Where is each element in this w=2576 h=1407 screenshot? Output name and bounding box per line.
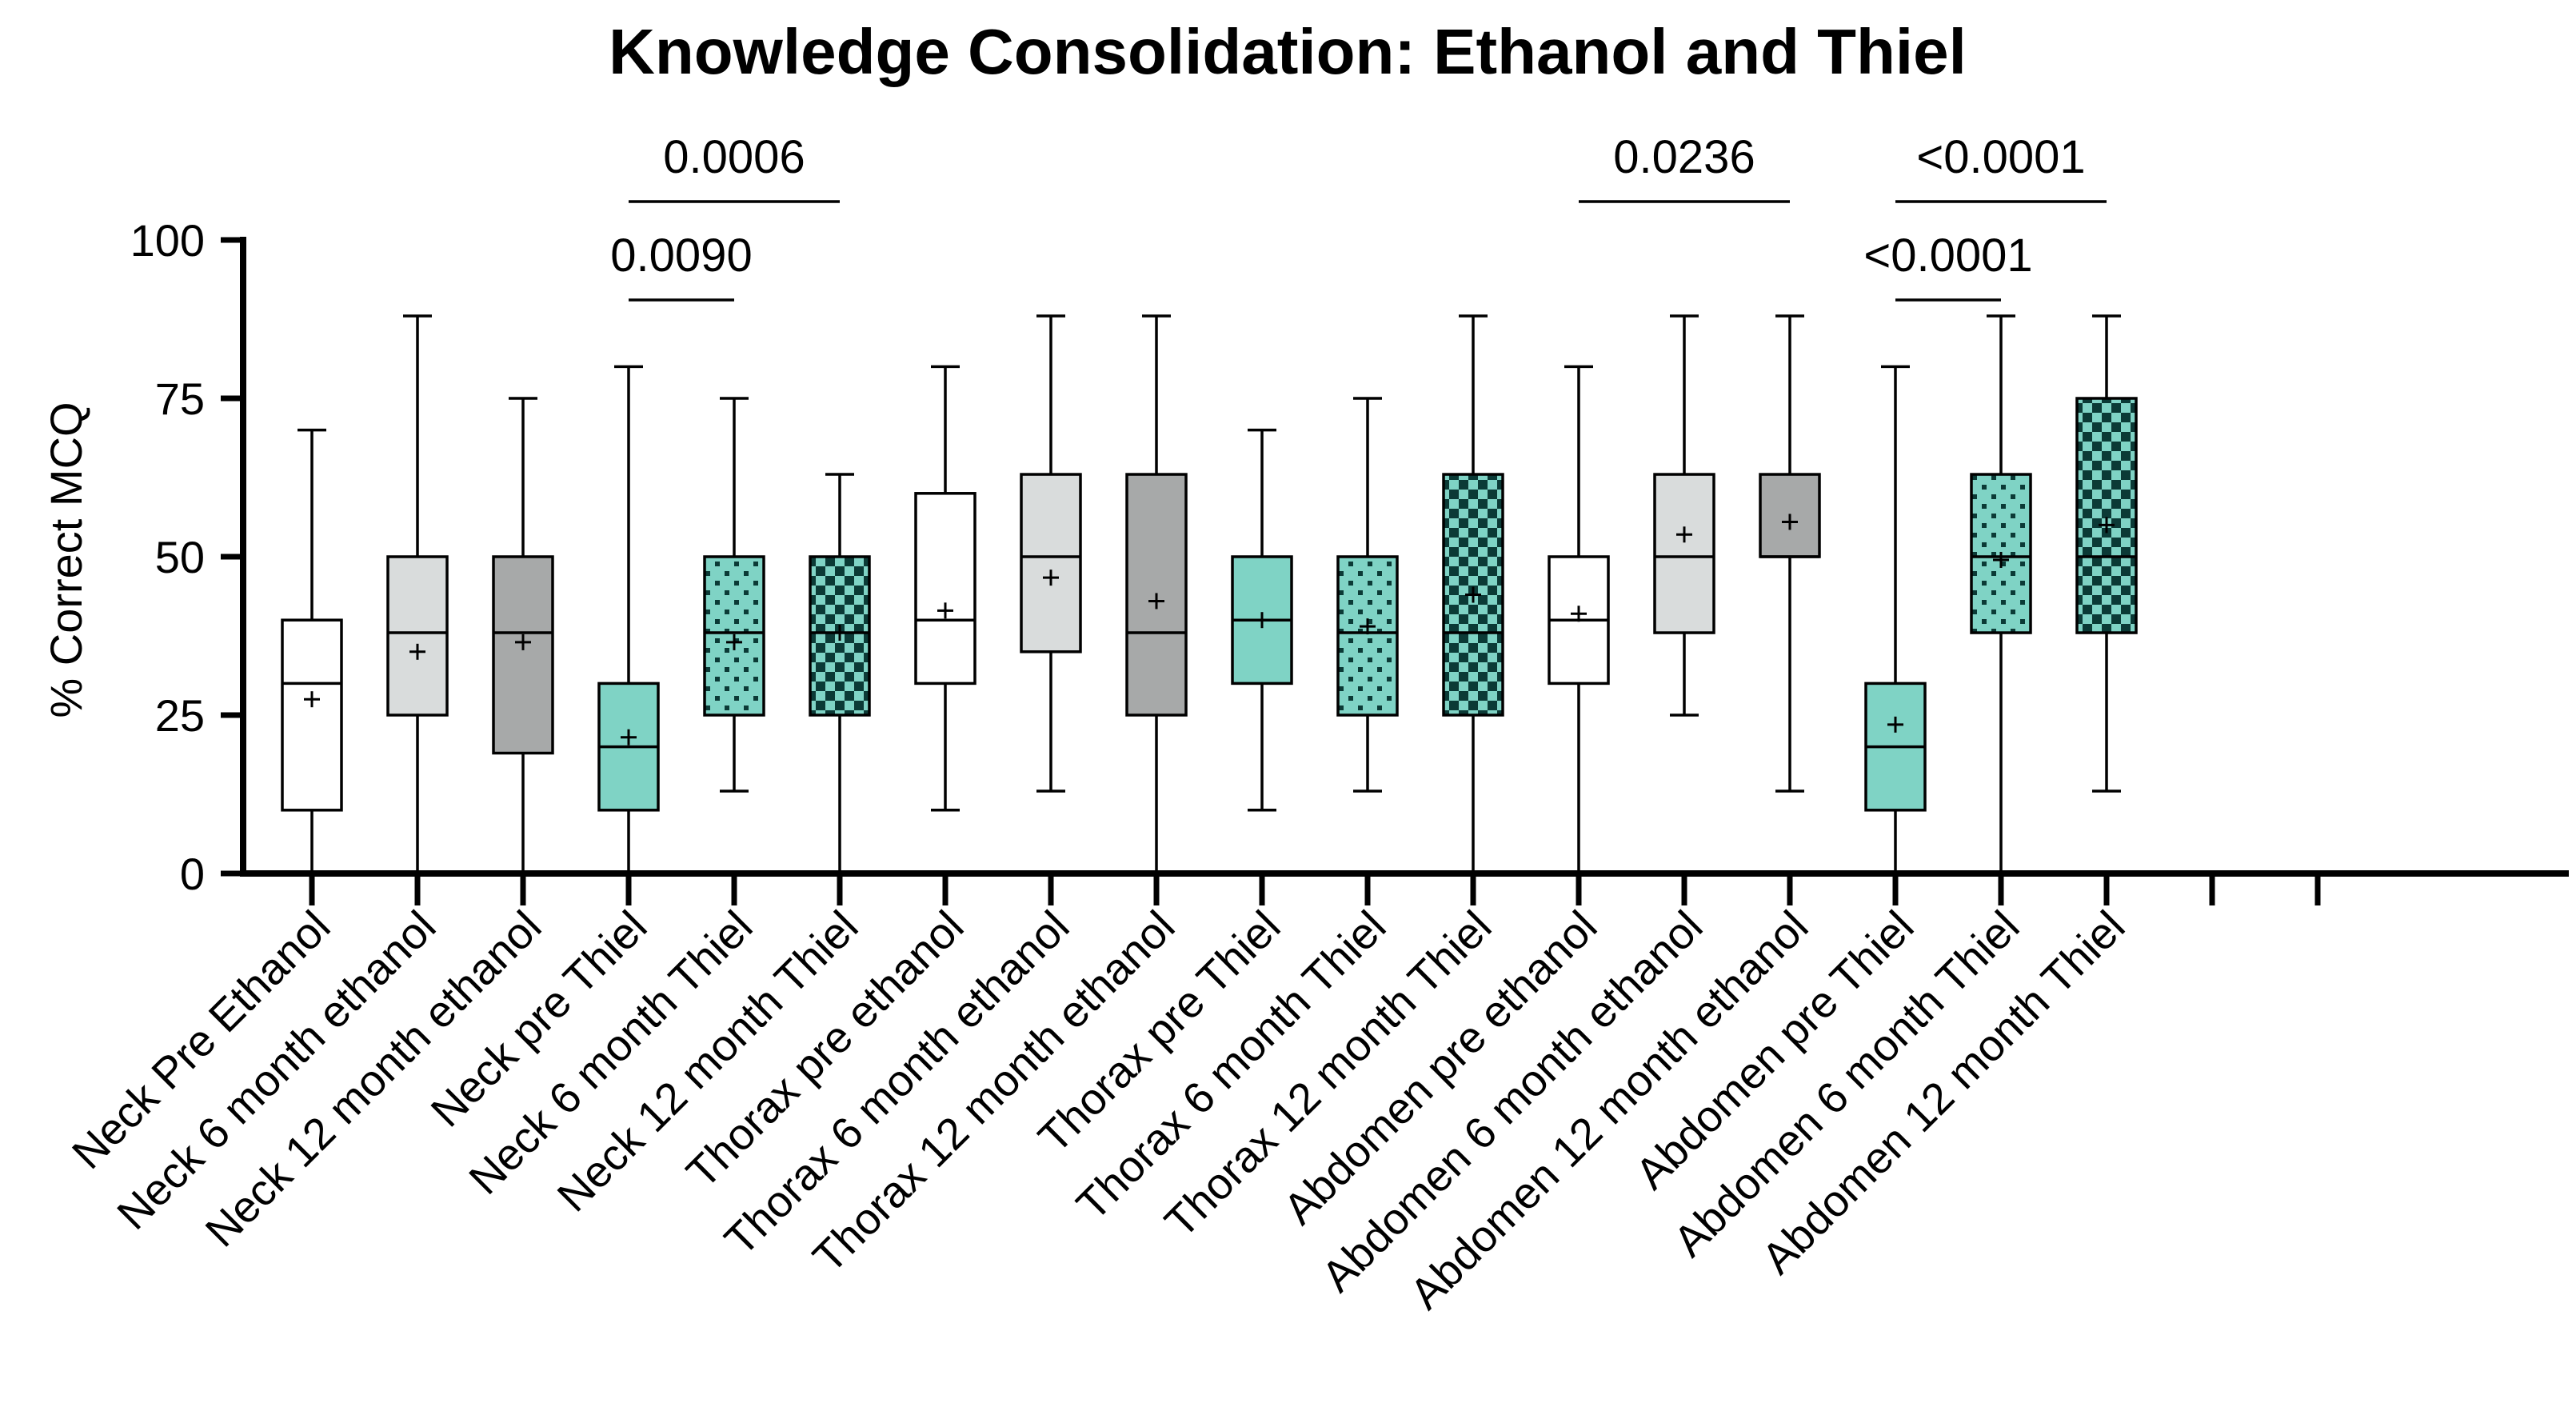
- interquartile-box: [1020, 473, 1082, 654]
- interquartile-box: [1442, 473, 1504, 717]
- p-value-label: <0.0001: [1863, 230, 2032, 282]
- box-plot-group: [1653, 314, 1715, 717]
- interquartile-box: [914, 492, 976, 686]
- box-plot-group: [492, 397, 554, 875]
- box-plot-group: [1125, 314, 1188, 875]
- interquartile-box: [386, 555, 449, 717]
- box-plot-group: [1548, 365, 1610, 875]
- box-plot-group: [2075, 314, 2138, 793]
- p-value-label: 0.0006: [663, 131, 805, 183]
- y-tick-label: 0: [180, 849, 205, 899]
- box-plot-group: [386, 314, 449, 875]
- box-plot-group: [1864, 365, 1927, 875]
- box-plot-group: [597, 365, 660, 875]
- box-plot-group: [809, 473, 871, 875]
- box-plot-group: [1336, 397, 1399, 793]
- significance-annotations: 0.0090 0.0006 0.0236 <0.0001 <0.0001: [610, 131, 2107, 302]
- interquartile-box: [1653, 473, 1715, 634]
- y-tick-label: 75: [155, 374, 205, 424]
- axes: [240, 237, 2569, 877]
- y-tick-label: 100: [130, 215, 205, 266]
- box-plot-group: [703, 397, 765, 793]
- chart-title: Knowledge Consolidation: Ethanol and Thi…: [609, 16, 1967, 87]
- box-plot-group: [914, 365, 976, 812]
- box-plot-group: [1231, 428, 1293, 812]
- x-axis-ticks: [309, 873, 2321, 905]
- interquartile-box: [492, 555, 554, 755]
- box-series: [281, 314, 2138, 875]
- y-tick-label: 25: [155, 690, 205, 741]
- box-plot-group: [281, 428, 343, 875]
- box-plot-group: [1020, 314, 1082, 793]
- p-value-label: 0.0236: [1613, 131, 1755, 183]
- box-plot-group: [1970, 314, 2032, 875]
- p-value-label: <0.0001: [1916, 131, 2085, 183]
- y-axis-label: % Correct MCQ: [41, 402, 91, 717]
- box-plot-group: [1759, 314, 1821, 793]
- y-axis-ticks: 0 25 50 75 100: [130, 215, 243, 899]
- y-tick-label: 50: [155, 532, 205, 582]
- p-value-label: 0.0090: [610, 230, 752, 282]
- interquartile-box: [1336, 555, 1399, 717]
- interquartile-box: [2075, 397, 2138, 634]
- interquartile-box: [281, 618, 343, 812]
- box-plot-group: [1442, 314, 1504, 875]
